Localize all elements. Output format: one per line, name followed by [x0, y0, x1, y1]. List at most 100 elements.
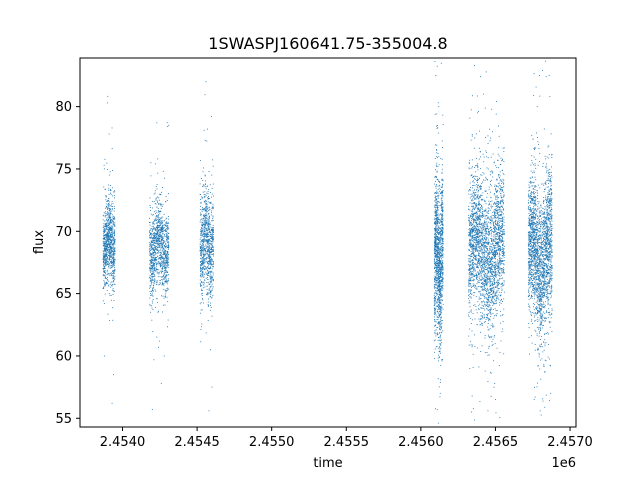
- data-point: [492, 252, 493, 254]
- data-point: [207, 206, 209, 208]
- data-point: [202, 234, 204, 236]
- data-point: [442, 224, 444, 226]
- data-point: [437, 260, 439, 261]
- data-point: [480, 218, 481, 220]
- data-point: [162, 227, 164, 229]
- data-point: [160, 255, 162, 257]
- data-point: [441, 331, 443, 333]
- data-point: [435, 282, 436, 284]
- data-point: [200, 285, 202, 287]
- data-point: [149, 266, 151, 268]
- data-point: [109, 222, 111, 224]
- data-point: [206, 220, 208, 222]
- data-point: [154, 219, 156, 221]
- data-point: [438, 307, 440, 309]
- data-point: [166, 236, 168, 238]
- data-point: [442, 231, 443, 233]
- data-point: [199, 312, 201, 314]
- data-point: [164, 224, 166, 225]
- data-point: [440, 224, 442, 226]
- data-point: [112, 220, 114, 222]
- data-point: [497, 262, 499, 264]
- data-point: [439, 340, 441, 341]
- data-point: [441, 268, 443, 270]
- data-point: [202, 184, 204, 186]
- data-point: [211, 208, 213, 210]
- data-point: [161, 243, 163, 245]
- data-point: [441, 265, 443, 267]
- data-point: [441, 224, 443, 226]
- data-point: [442, 238, 444, 240]
- data-point: [494, 250, 496, 252]
- data-point: [200, 250, 202, 251]
- data-point: [442, 206, 444, 208]
- data-point: [496, 166, 498, 168]
- data-point: [163, 214, 165, 215]
- data-point: [494, 266, 495, 268]
- data-point: [202, 281, 204, 283]
- data-point: [434, 210, 436, 212]
- data-point: [487, 260, 489, 262]
- data-point: [105, 195, 107, 197]
- data-point: [151, 302, 153, 304]
- data-point: [471, 134, 473, 136]
- data-point: [104, 242, 106, 244]
- data-point: [201, 252, 203, 254]
- data-point: [102, 255, 104, 257]
- data-point: [477, 215, 479, 217]
- data-point: [441, 158, 443, 160]
- data-point: [112, 240, 114, 241]
- data-point: [107, 235, 109, 237]
- data-point: [165, 201, 167, 203]
- data-point: [166, 250, 168, 252]
- data-point: [159, 213, 161, 215]
- data-point: [106, 234, 108, 236]
- data-point: [157, 225, 159, 227]
- data-point: [200, 281, 202, 282]
- data-point: [164, 267, 166, 269]
- data-point: [151, 280, 153, 281]
- data-point: [500, 249, 502, 251]
- data-point: [159, 220, 161, 222]
- data-point: [167, 238, 169, 240]
- data-point: [441, 193, 443, 195]
- data-point: [436, 260, 438, 262]
- data-point: [152, 299, 154, 300]
- data-point: [102, 230, 104, 232]
- data-point: [163, 240, 165, 242]
- data-point: [489, 288, 491, 290]
- data-point: [437, 216, 439, 218]
- data-point: [152, 247, 154, 249]
- data-point: [105, 223, 107, 225]
- data-point: [440, 233, 442, 235]
- data-point: [211, 264, 213, 266]
- data-point: [440, 310, 442, 312]
- data-point: [157, 242, 158, 244]
- data-point: [208, 239, 209, 241]
- data-point: [107, 255, 109, 256]
- data-point: [149, 245, 151, 247]
- data-point: [476, 274, 477, 275]
- data-point: [106, 249, 108, 250]
- data-point: [151, 253, 153, 255]
- data-point: [166, 247, 168, 248]
- data-point: [201, 227, 203, 229]
- data-point: [204, 262, 206, 264]
- data-point: [493, 298, 495, 300]
- data-point: [436, 279, 438, 281]
- data-point: [468, 248, 470, 250]
- data-point: [202, 271, 204, 273]
- data-point: [113, 237, 115, 239]
- data-point: [468, 286, 470, 287]
- data-point: [157, 272, 159, 274]
- data-point: [202, 298, 203, 300]
- data-point: [486, 274, 488, 276]
- data-point: [212, 229, 214, 230]
- data-point: [210, 271, 212, 273]
- data-point: [480, 249, 482, 251]
- data-point: [202, 224, 204, 226]
- data-point: [439, 273, 441, 275]
- data-point: [440, 308, 442, 310]
- data-point: [156, 262, 158, 264]
- data-point: [441, 272, 443, 274]
